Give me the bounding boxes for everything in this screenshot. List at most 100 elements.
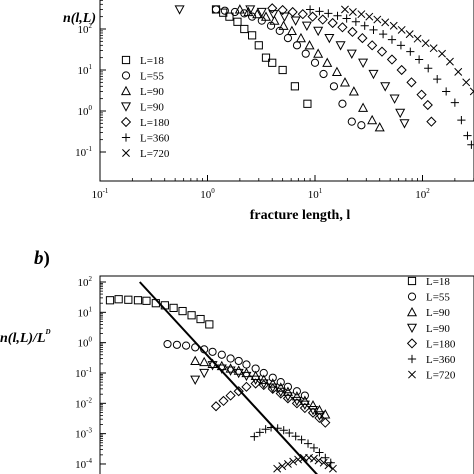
panel-a-data-point (317, 14, 328, 25)
panel-b-data-point (205, 320, 214, 329)
panel-a-data-point (220, 6, 229, 15)
panel-a-data-point (357, 121, 366, 130)
panel-a-x-tick-label: 10-1 (92, 187, 109, 201)
panel-a-data-point (433, 74, 442, 84)
panel-a-data-point (245, 5, 256, 15)
panel-a-data-point (211, 5, 221, 14)
panel-b-legend-label: L=720 (426, 370, 456, 382)
panel-a-data-point (450, 98, 459, 107)
panel-a-data-point (347, 26, 358, 38)
panel-a-data-point (278, 65, 287, 75)
panel-b-data-point (267, 378, 278, 388)
panel-a-data-point (376, 46, 388, 57)
panel-a-data-point (254, 41, 263, 50)
panel-a-data-point (333, 11, 342, 20)
panel-b-data-point (267, 383, 278, 394)
panel-a-data-point (327, 17, 338, 29)
panel-a-data-point (290, 82, 299, 91)
panel-b-data-point (142, 296, 151, 305)
panel-b-data-point (310, 454, 318, 463)
panel-a-data-point (287, 6, 298, 18)
panel-a-legend-label: L=720 (140, 148, 170, 160)
panel-a-data-point (358, 102, 369, 112)
panel-b-data-point (299, 400, 310, 410)
panel-a-data-point (252, 8, 263, 19)
panel-b-data-point (255, 428, 264, 437)
panel-b-data-point (225, 363, 236, 373)
panel-a-data-point (174, 5, 185, 15)
panel-b-data-point (190, 375, 201, 385)
panel-a-y-tick-label: 10-1 (75, 145, 92, 159)
panel-b-reference-line (139, 281, 318, 474)
panel-a-legend-marker (122, 149, 130, 157)
panel-b-data-point (241, 371, 252, 382)
panel-a-data-point (406, 47, 415, 56)
panel-a-data-point (389, 94, 400, 104)
panel-a-legend-label: L=90 (140, 102, 164, 114)
panel-a-data-point (240, 24, 249, 34)
panel-b-data-point (199, 356, 210, 367)
panel-a-data-point (292, 41, 302, 50)
panel-b-data-point (233, 368, 244, 379)
panel-b-data-point (191, 343, 200, 352)
panel-a-data-point (369, 25, 378, 35)
panel-b-data-point (261, 425, 270, 434)
panel-b-data-point (292, 387, 302, 396)
panel-a-data-point (290, 16, 301, 26)
panel-b-data-point (187, 311, 196, 320)
panel-a-data-point (416, 89, 427, 100)
panel-a-data-point (319, 69, 328, 79)
panel-b-data-point (320, 417, 331, 428)
panel-a-legend-label: L=18 (140, 55, 164, 67)
panel-a-data-point (331, 66, 342, 76)
panel-b-data-point (289, 457, 298, 466)
panel-b-legend-marker (406, 338, 418, 349)
panel-a-data-point (367, 40, 378, 51)
panel-b-data-point (208, 347, 217, 356)
panel-a-data-point (378, 30, 388, 39)
panel-b-data-point (225, 390, 236, 401)
panel-b-data-point (233, 386, 244, 397)
panel-a-series-2 (211, 5, 366, 130)
panel-b-data-point (314, 456, 323, 465)
panel-a-data-point (278, 20, 289, 30)
panel-a-data-point (396, 64, 407, 76)
panel-b-data-point (319, 458, 328, 467)
panel-a-data-point (260, 11, 272, 21)
panel-a-data-point (438, 49, 447, 58)
panel-b-legend-marker (407, 354, 417, 364)
panel-a-data-point (303, 99, 312, 108)
panel-a-data-point (234, 4, 245, 14)
panel-b-data-point (196, 314, 205, 324)
panel-b-legend-label: L=180 (426, 338, 456, 350)
panel-a-legend-label: L=180 (140, 117, 170, 129)
panel-b-data-point (250, 378, 261, 389)
panel-b-data-point (133, 296, 143, 305)
panel-b-data-point (291, 432, 300, 441)
panel-b-data-point (151, 299, 160, 308)
panel-b-data-point (207, 358, 218, 368)
panel-b-data-point (299, 402, 310, 414)
panel-a-data-point (248, 31, 257, 40)
panel-b-data-point (266, 423, 276, 432)
panel-b-series-5 (210, 378, 331, 428)
panel-a-legend-marker (121, 133, 131, 142)
panel-a-data-point (339, 77, 351, 87)
panel-b-data-point (324, 461, 333, 470)
panel-b-data-point (282, 393, 294, 404)
panel-b-data-point (169, 303, 178, 312)
panel-a-series-4 (174, 5, 410, 129)
panel-a-legend-marker (120, 102, 132, 112)
panel-a-data-point (307, 11, 318, 22)
panel-a-y-axis-label: n(l,L) (63, 11, 96, 26)
panel-a-data-point (324, 9, 333, 18)
panel-b-data-point (250, 375, 261, 385)
panel-b-legend-marker (407, 292, 417, 301)
panel-b-data-point (217, 350, 226, 359)
panel-a-data-point (422, 99, 433, 111)
panel-a-data-point (360, 21, 369, 30)
panel-b-data-point (216, 360, 227, 371)
panel-a-data-point (279, 12, 290, 22)
panel-a-plot-frame (99, 0, 474, 182)
panel-a-data-point (335, 41, 346, 51)
